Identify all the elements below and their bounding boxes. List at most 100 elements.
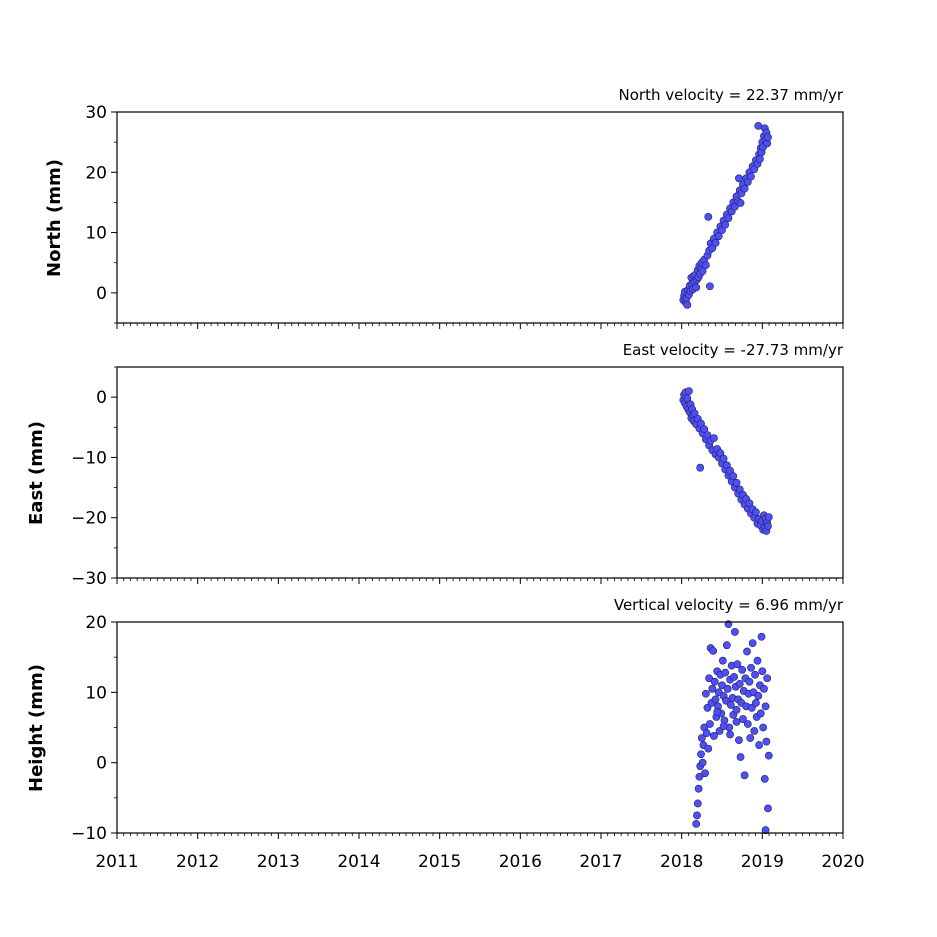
data-point <box>751 670 759 679</box>
data-point <box>735 736 743 745</box>
data-point <box>732 706 741 714</box>
data-point <box>757 632 766 641</box>
data-point <box>729 472 738 481</box>
data-point <box>747 663 755 672</box>
x-tick-label: 2011 <box>95 852 138 872</box>
data-point <box>692 283 701 292</box>
data-point <box>710 434 718 443</box>
y-tick-label: −10 <box>71 448 107 468</box>
data-point <box>701 261 710 270</box>
data-point <box>721 220 730 229</box>
north-panel: North velocity = 22.37 mm/yr North (mm) … <box>44 86 844 329</box>
data-point <box>732 717 741 726</box>
data-point <box>763 674 772 683</box>
data-point <box>706 720 714 728</box>
data-point <box>683 394 692 403</box>
north-velocity-label: North velocity = 22.37 mm/yr <box>619 86 844 104</box>
vertical-velocity-label: Vertical velocity = 6.96 mm/yr <box>614 596 844 614</box>
x-tick-label: 2015 <box>418 852 461 872</box>
data-point <box>714 232 723 241</box>
data-point <box>764 522 772 531</box>
data-point <box>764 751 773 760</box>
data-point <box>718 656 727 665</box>
data-point <box>698 267 707 276</box>
data-point <box>764 804 772 813</box>
data-point <box>745 677 754 686</box>
data-point <box>683 301 692 309</box>
data-point <box>760 684 768 693</box>
north-y-axis-label: North (mm) <box>44 159 65 277</box>
data-point <box>705 674 713 683</box>
data-point <box>711 238 720 247</box>
data-point <box>746 734 755 742</box>
data-point <box>733 660 742 669</box>
east-points <box>679 387 773 535</box>
data-point <box>764 133 772 142</box>
data-point <box>719 454 728 463</box>
height-points <box>692 620 773 835</box>
x-tick-label: 2020 <box>821 852 864 872</box>
y-tick-label: 0 <box>96 388 107 408</box>
data-point <box>706 282 714 291</box>
height-plot-frame <box>116 621 844 834</box>
data-point <box>701 689 710 698</box>
data-point <box>694 784 703 793</box>
height-ticks: 2011 2012 2013 2014 2015 2016 2017 2018 2019 2020… <box>71 613 865 872</box>
data-point <box>759 723 768 732</box>
data-point <box>747 172 755 181</box>
y-tick-label: 20 <box>85 163 107 183</box>
data-point <box>710 677 719 686</box>
data-point <box>723 684 732 693</box>
data-point <box>751 698 760 707</box>
y-tick-label: 10 <box>85 224 107 244</box>
data-point <box>753 656 762 665</box>
data-point <box>762 737 771 746</box>
data-point <box>764 513 773 522</box>
y-tick-label: −10 <box>71 824 107 844</box>
data-point <box>740 771 749 780</box>
data-point <box>709 646 718 655</box>
height-panel: Vertical velocity = 6.96 mm/yr Height (m… <box>26 596 865 872</box>
data-point <box>718 681 726 690</box>
data-point <box>701 769 709 778</box>
data-point <box>697 750 705 759</box>
x-tick-label: 2016 <box>499 852 542 872</box>
data-point <box>736 199 745 207</box>
y-tick-label: 0 <box>96 284 107 304</box>
data-point <box>700 425 709 433</box>
data-point <box>724 214 733 222</box>
data-point <box>731 627 739 636</box>
data-point <box>750 727 759 735</box>
data-point <box>722 641 731 650</box>
data-point <box>695 772 704 781</box>
north-points <box>679 121 772 309</box>
data-point <box>756 155 764 163</box>
data-point <box>760 774 769 783</box>
x-tick-label: 2014 <box>337 852 380 872</box>
east-velocity-label: East velocity = -27.73 mm/yr <box>623 341 844 359</box>
data-point <box>754 121 763 130</box>
data-point <box>693 799 702 808</box>
data-point <box>740 184 749 193</box>
y-tick-label: 10 <box>85 683 107 703</box>
x-tick-label: 2019 <box>741 852 784 872</box>
data-point <box>685 387 693 396</box>
y-tick-label: 0 <box>96 754 107 774</box>
data-point <box>748 639 757 647</box>
data-point <box>693 811 701 820</box>
data-point <box>710 732 718 740</box>
data-point <box>755 741 764 749</box>
data-point <box>758 667 767 676</box>
data-point <box>698 758 707 767</box>
data-point <box>726 730 734 739</box>
north-plot-frame <box>116 111 844 324</box>
data-point <box>704 744 713 753</box>
data-point <box>745 499 754 508</box>
data-point <box>761 826 770 835</box>
x-tick-label: 2017 <box>579 852 622 872</box>
y-tick-label: −30 <box>71 569 107 589</box>
data-point <box>735 679 744 688</box>
data-point <box>719 722 728 730</box>
